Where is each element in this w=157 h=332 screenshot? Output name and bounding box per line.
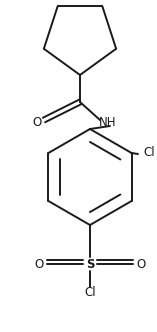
Text: O: O xyxy=(136,258,146,271)
Text: O: O xyxy=(34,258,44,271)
Text: S: S xyxy=(86,258,94,271)
Text: NH: NH xyxy=(99,116,117,128)
Text: Cl: Cl xyxy=(143,145,155,158)
Text: Cl: Cl xyxy=(84,286,96,298)
Text: O: O xyxy=(32,116,42,128)
